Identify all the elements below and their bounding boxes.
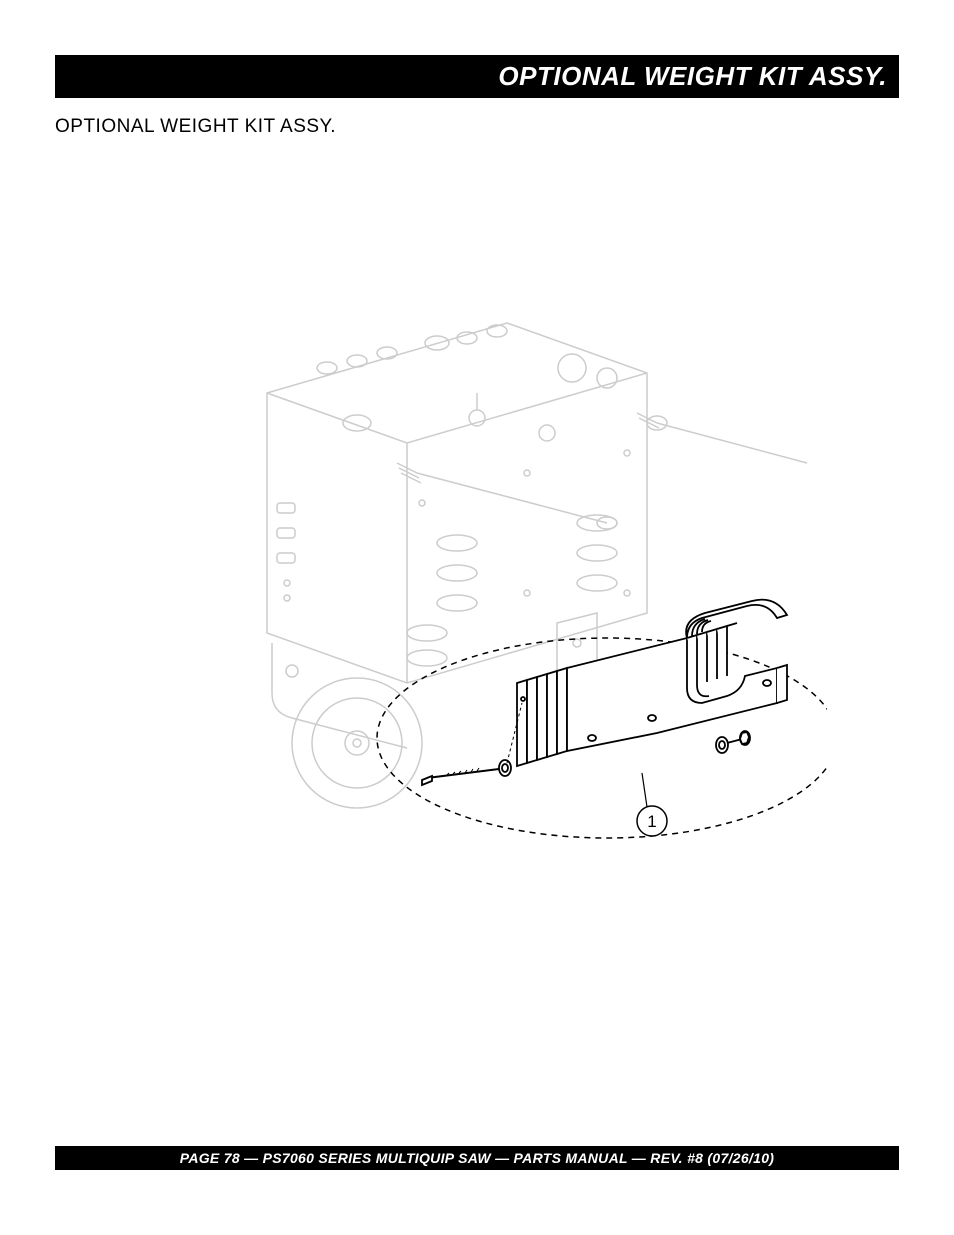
title-bar: OPTIONAL WEIGHT KIT ASSY. <box>55 55 899 98</box>
callout-leader <box>642 773 647 807</box>
footer-bar: PAGE 78 — PS7060 SERIES MULTIQUIP SAW — … <box>55 1146 899 1170</box>
technical-drawing: 1 <box>127 193 827 893</box>
page-container: OPTIONAL WEIGHT KIT ASSY. OPTIONAL WEIGH… <box>0 0 954 1235</box>
diagram-area: 1 <box>55 168 899 918</box>
subtitle: OPTIONAL WEIGHT KIT ASSY. <box>55 116 899 138</box>
page-title: OPTIONAL WEIGHT KIT ASSY. <box>498 61 887 91</box>
callout-number: 1 <box>647 812 656 831</box>
footer-text: PAGE 78 — PS7060 SERIES MULTIQUIP SAW — … <box>180 1150 775 1166</box>
callout-1: 1 <box>637 806 667 836</box>
